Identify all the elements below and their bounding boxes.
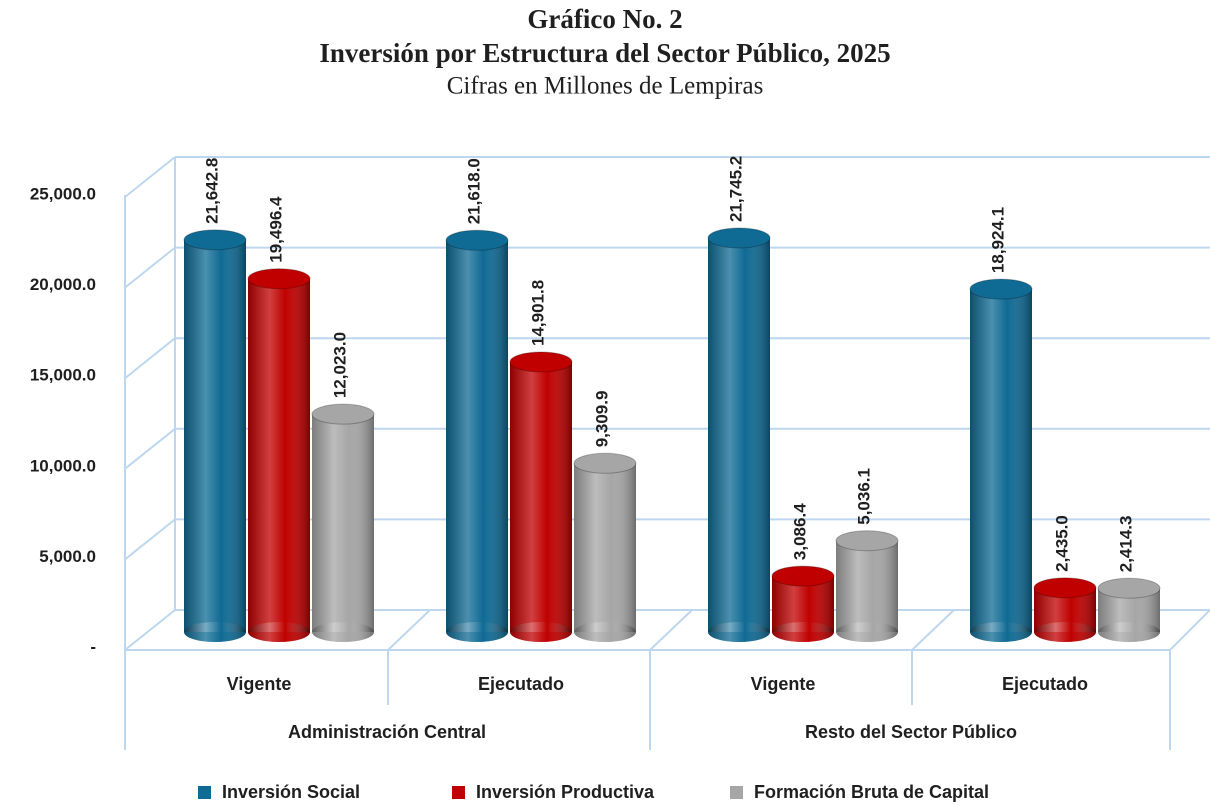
value-label: 2,435.0 bbox=[1052, 515, 1071, 572]
value-label: 3,086.4 bbox=[790, 503, 809, 560]
bar-bottom-shade bbox=[574, 622, 636, 642]
bar-bottom-shade bbox=[1034, 622, 1096, 642]
y-tick-label: 20,000.0 bbox=[30, 275, 96, 294]
group-label: Administración Central bbox=[288, 722, 486, 742]
y-tick-label: 10,000.0 bbox=[30, 456, 96, 475]
value-label: 5,036.1 bbox=[854, 468, 873, 525]
bar-top bbox=[509, 351, 573, 373]
bar-shading bbox=[446, 240, 508, 632]
value-label: 18,924.1 bbox=[988, 207, 1007, 273]
x-tick-label: Vigente bbox=[751, 674, 816, 694]
value-label: 21,745.2 bbox=[726, 156, 745, 222]
bar-top bbox=[1033, 577, 1097, 599]
bar-bottom-shade bbox=[312, 622, 374, 642]
legend-swatch bbox=[452, 786, 465, 799]
value-label: 14,901.8 bbox=[528, 280, 547, 346]
bar-top bbox=[445, 229, 509, 251]
y-tick-label: - bbox=[90, 637, 96, 656]
bar-bottom-shade bbox=[184, 622, 246, 642]
y-tick-label: 15,000.0 bbox=[30, 366, 96, 385]
value-label: 12,023.0 bbox=[330, 332, 349, 398]
y-tick-label: 25,000.0 bbox=[30, 184, 96, 203]
bar-bottom-shade bbox=[1098, 622, 1160, 642]
x-tick-label: Ejecutado bbox=[478, 674, 564, 694]
value-label: 2,414.3 bbox=[1116, 516, 1135, 573]
grid-line-side bbox=[124, 156, 176, 198]
bar-top bbox=[247, 268, 311, 290]
legend-swatch bbox=[198, 786, 211, 799]
group-label: Resto del Sector Público bbox=[805, 722, 1017, 742]
grid-line-side bbox=[124, 428, 176, 470]
bar-top bbox=[707, 227, 771, 249]
x-tick-label: Vigente bbox=[227, 674, 292, 694]
chart-subtitle: Inversión por Estructura del Sector Públ… bbox=[319, 38, 890, 68]
bar-bottom-shade bbox=[772, 622, 834, 642]
bar-shading bbox=[836, 540, 898, 632]
y-tick-label: 5,000.0 bbox=[39, 547, 96, 566]
bar-bottom-shade bbox=[708, 622, 770, 642]
bar-shading bbox=[970, 289, 1032, 632]
value-label: 19,496.4 bbox=[266, 196, 285, 263]
bar-top bbox=[311, 403, 375, 425]
bar-shading bbox=[574, 463, 636, 632]
chart-title: Gráfico No. 2 bbox=[527, 4, 682, 34]
bar-bottom-shade bbox=[446, 622, 508, 642]
chart-note: Cifras en Millones de Lempiras bbox=[447, 73, 764, 100]
legend-label: Formación Bruta de Capital bbox=[754, 782, 989, 802]
bar-shading bbox=[248, 278, 310, 632]
legend-label: Inversión Social bbox=[222, 782, 360, 802]
bar-bottom-shade bbox=[510, 622, 572, 642]
bar-bottom-shade bbox=[248, 622, 310, 642]
bar-bottom-shade bbox=[836, 622, 898, 642]
value-label: 21,642.8 bbox=[202, 158, 221, 224]
bar-shading bbox=[510, 361, 572, 632]
bar-top bbox=[573, 452, 637, 474]
bar-shading bbox=[312, 414, 374, 632]
grid-line-side bbox=[124, 337, 176, 379]
bar-bottom-shade bbox=[970, 622, 1032, 642]
grid-line-side bbox=[124, 609, 176, 651]
legend-label: Inversión Productiva bbox=[476, 782, 655, 802]
bar-shading bbox=[708, 237, 770, 632]
grid-line-side bbox=[124, 246, 176, 289]
value-label: 9,309.9 bbox=[592, 391, 611, 448]
value-label: 21,618.0 bbox=[464, 158, 483, 224]
bar-top bbox=[183, 229, 247, 251]
grid-line-side bbox=[124, 518, 176, 561]
bar-top bbox=[835, 530, 899, 552]
bar-top bbox=[1097, 577, 1161, 599]
bar-shading bbox=[184, 239, 246, 632]
legend-swatch bbox=[730, 786, 743, 799]
bar-top bbox=[969, 278, 1033, 300]
bar-top bbox=[771, 565, 835, 587]
x-tick-label: Ejecutado bbox=[1002, 674, 1088, 694]
